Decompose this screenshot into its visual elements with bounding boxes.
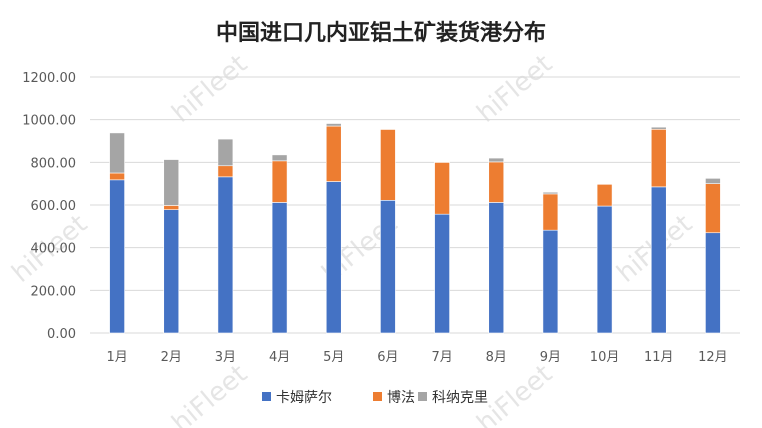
legend-swatch [418,392,427,401]
y-tick-label: 0.00 [47,327,76,342]
bar-segment [163,159,180,206]
legend-label: 科纳克里 [432,390,488,406]
bar-segment [271,154,288,162]
bar-segment [217,176,234,334]
gridlines [90,76,740,334]
legend: 卡姆萨尔 博法 科纳克里 [262,389,488,406]
bar-segment [705,183,721,234]
bar-segment [542,193,559,231]
y-axis-ticks: 0.00 200.00 400.00 600.00 800.00 1000.00 1200.… [22,71,76,342]
watermark-text: hiFleet [166,49,253,129]
bar-segment [542,191,559,195]
x-tick-label: 2月 [161,350,182,365]
bar-segment [434,161,450,163]
x-axis-ticks: 1月 2月 3月 4月 5月 6月 7月 8月 9月 10月 11月 12月 [106,350,727,365]
x-tick-label: 5月 [323,350,344,365]
legend-label: 博法 [387,389,415,406]
bar-segment [109,132,125,174]
bar-segment [650,126,667,130]
bar-segment [650,186,667,334]
x-tick-label: 11月 [644,350,674,365]
y-tick-label: 200.00 [31,284,77,299]
x-tick-label: 10月 [590,350,620,365]
bar-segment [163,205,180,210]
x-tick-label: 3月 [215,350,236,365]
bar-segment [271,160,288,203]
bar-segment [217,138,234,167]
x-tick-label: 9月 [540,350,561,365]
bar-segment [380,200,396,334]
bar-segment [380,129,396,201]
bar-segment [542,229,559,334]
bar-segment [325,123,342,127]
x-tick-label: 4月 [269,350,290,365]
x-tick-label: 1月 [106,350,127,365]
x-tick-label: 7月 [431,350,452,365]
bar-segment [705,178,721,184]
bar-segment [163,209,180,334]
bar-segment [488,202,505,334]
y-tick-label: 1200.00 [22,71,76,86]
legend-swatch [373,392,382,401]
watermark-text: hiFleet [471,49,558,129]
x-tick-label: 6月 [377,350,398,365]
y-tick-label: 800.00 [31,156,77,171]
bar-segment [488,157,505,163]
y-tick-label: 400.00 [31,242,77,257]
bar-segment [650,128,667,188]
bars-layer [109,123,721,334]
y-tick-label: 600.00 [31,199,77,214]
bar-segment [434,162,450,215]
bar-segment [325,125,342,182]
bar-segment [325,181,342,334]
bar-segment [217,165,234,178]
bar-segment [705,232,721,334]
legend-swatch [262,392,271,401]
bar-segment [434,213,450,334]
bar-segment [596,205,613,334]
bar-segment [109,172,125,181]
bar-segment [109,179,125,334]
bar-segment [271,202,288,334]
chart-title: 中国进口几内亚铝土矿装货港分布 [216,20,546,46]
x-tick-label: 12月 [698,350,728,365]
bar-segment [488,161,505,203]
bar-segment [596,184,613,207]
y-tick-label: 1000.00 [22,114,76,129]
watermark-text: hiFleet [166,359,253,428]
x-tick-label: 8月 [486,350,507,365]
legend-label: 卡姆萨尔 [276,390,332,406]
